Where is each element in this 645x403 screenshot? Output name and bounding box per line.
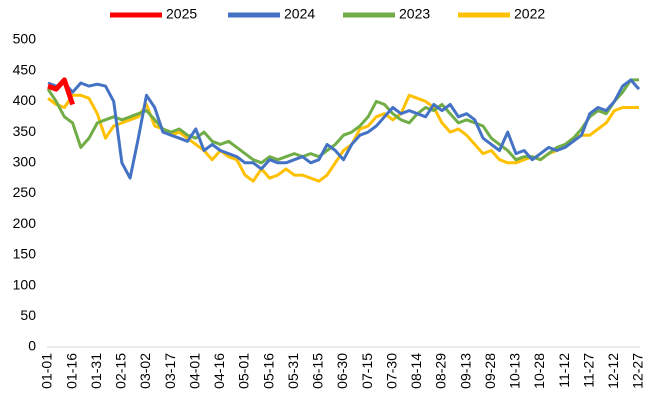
y-tick-label: 200	[13, 215, 37, 231]
series-line	[47, 93, 639, 183]
x-tick-label: 05-16	[260, 353, 276, 389]
x-tick-label: 12-12	[605, 353, 621, 389]
x-tick-label: 07-15	[359, 353, 375, 389]
x-tick-label: 01-31	[88, 353, 104, 389]
x-tick-label: 08-29	[433, 353, 449, 389]
x-tick-label: 11-27	[580, 353, 596, 388]
x-tick-label: 11-12	[556, 353, 572, 388]
x-tick-label: 07-30	[383, 353, 399, 389]
y-tick-label: 50	[20, 307, 36, 323]
x-tick-label: 09-13	[457, 353, 473, 389]
x-tick-label: 12-27	[630, 353, 645, 389]
y-tick-label: 150	[13, 246, 37, 262]
series-line	[46, 78, 639, 165]
x-tick-label: 09-28	[482, 353, 498, 389]
y-tick-label: 450	[13, 61, 37, 77]
x-tick-label: 03-17	[162, 353, 178, 389]
x-tick-label: 03-02	[137, 353, 153, 389]
legend-label: 2022	[514, 6, 545, 22]
legend-label: 2023	[399, 6, 430, 22]
x-tick-label: 04-16	[211, 353, 227, 389]
x-tick-label: 10-28	[531, 353, 547, 389]
x-tick-label: 06-30	[334, 353, 350, 389]
x-tick-label: 01-16	[63, 353, 79, 389]
y-tick-label: 400	[13, 92, 37, 108]
x-tick-label: 06-15	[310, 353, 326, 389]
x-tick-label: 05-31	[285, 353, 301, 389]
legend-label: 2025	[166, 6, 197, 22]
y-tick-label: 350	[13, 123, 37, 139]
x-tick-label: 08-14	[408, 353, 424, 389]
x-tick-label: 05-01	[236, 353, 252, 389]
series-line	[47, 77, 75, 106]
y-tick-label: 250	[13, 184, 37, 200]
y-tick-label: 300	[13, 154, 37, 170]
x-tick-label: 04-01	[186, 353, 202, 389]
y-tick-label: 0	[28, 338, 36, 354]
legend-label: 2024	[284, 6, 315, 22]
series-line	[47, 78, 641, 180]
y-tick-label: 100	[13, 276, 37, 292]
x-tick-label: 02-15	[113, 353, 129, 389]
x-tick-label: 10-13	[507, 353, 523, 389]
y-tick-label: 500	[13, 31, 37, 47]
x-tick-label: 01-01	[39, 353, 55, 389]
